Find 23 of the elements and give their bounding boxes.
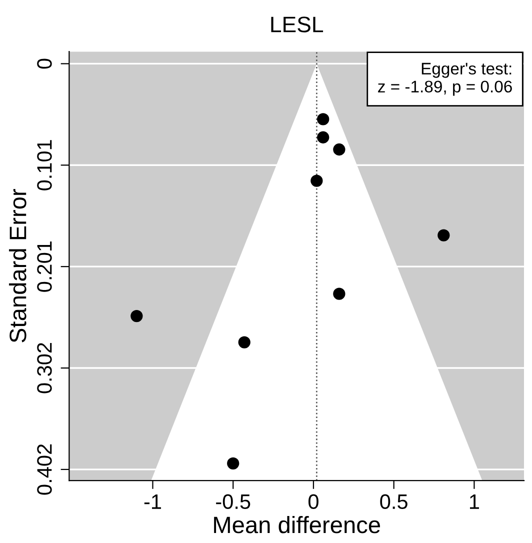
x-tick-label: 1	[470, 494, 479, 509]
point	[333, 143, 346, 156]
y-tick-label: 0.302	[37, 342, 52, 394]
y-tick-label: 0.201	[37, 242, 52, 292]
y-tick-label: 0	[37, 58, 52, 69]
y-axis-title: Standard Error	[8, 189, 26, 342]
point	[317, 113, 330, 126]
y-tick-label: 0.101	[37, 140, 52, 190]
point	[310, 174, 323, 187]
annotation: Egger's test: z = -1.89, p = 0.06	[378, 62, 512, 96]
x-tick-label: 0	[308, 494, 318, 510]
x-tick-label: -1	[144, 494, 161, 509]
x-tick-label: 0.5	[380, 494, 408, 510]
point	[227, 457, 240, 470]
chart-title: LESL	[271, 16, 324, 32]
point	[130, 310, 143, 322]
x-axis-title: Mean difference	[214, 516, 380, 534]
x-tick-label: -0.5	[216, 494, 250, 510]
point	[317, 131, 330, 144]
point	[238, 336, 250, 348]
point	[333, 288, 346, 300]
point	[438, 229, 450, 242]
y-tick-label: 0.402	[37, 444, 52, 495]
